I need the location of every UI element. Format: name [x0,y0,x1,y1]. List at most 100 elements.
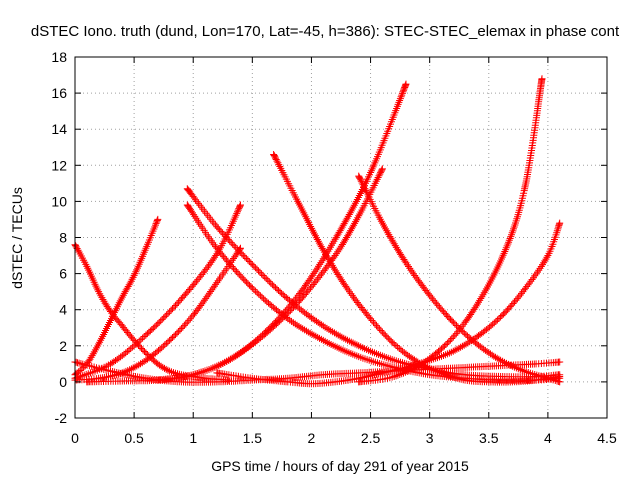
data-point [86,381,88,383]
data-point [310,382,313,385]
data-point [357,175,360,177]
series-12 [355,75,546,386]
x-tick-label: 0 [71,430,79,446]
data-point [499,379,502,381]
data-point [428,357,431,360]
y-tick-label: 18 [51,49,67,65]
data-point [357,215,360,217]
data-point [499,260,502,262]
data-point [272,153,275,156]
data-point [535,379,537,381]
y-tick-label: 16 [51,85,67,101]
series-10 [213,219,564,388]
data-point [547,377,549,380]
series-8 [154,80,410,384]
data-point [133,339,135,342]
data-point [322,373,325,376]
data-point [369,171,372,174]
data-point [381,372,384,374]
y-tick-label: 4 [59,302,67,318]
data-point [251,377,254,380]
data-point [523,370,526,372]
y-tick-label: 6 [59,266,67,282]
y-tick-label: 14 [51,121,67,137]
data-point [145,334,147,336]
data-point [346,287,348,289]
data-point [499,364,502,367]
data-point [322,325,325,327]
data-point [216,247,218,250]
data-point [558,381,561,383]
data-point [97,290,100,293]
data-point [298,299,301,302]
data-point [156,379,159,381]
data-point [357,381,360,383]
data-point [393,343,396,345]
data-point [464,366,466,369]
data-point [558,222,561,224]
y-tick-label: 2 [59,338,67,354]
data-point [186,187,189,190]
data-point [452,321,455,324]
data-point [251,263,254,266]
data-point [499,359,502,362]
data-point [369,317,372,320]
x-tick-label: 1 [189,430,197,446]
data-point [381,222,384,224]
data-point [156,363,159,365]
chart-title: dSTEC Iono. truth (dund, Lon=170, Lat=-4… [31,23,620,40]
data-point [476,335,478,338]
data-point [168,339,171,342]
data-point [487,381,490,383]
data-point [334,381,336,383]
data-point [216,281,218,284]
data-point [156,218,159,221]
data-point [121,380,124,382]
data-point [393,359,396,362]
data-point [180,298,183,300]
y-tick-label: 12 [51,157,67,173]
data-point [541,77,543,80]
data-point [239,204,242,206]
data-point [322,249,325,251]
series-11 [355,172,564,386]
x-tick-label: 1.5 [243,430,263,446]
data-point [393,375,396,378]
data-point [535,363,537,365]
data-point [440,372,443,374]
data-point [405,261,407,264]
data-point [357,372,360,374]
data-point [216,225,218,228]
data-point [192,314,195,316]
data-point [216,252,218,255]
data-point [558,375,561,378]
x-tick-label: 4.5 [597,430,617,446]
data-point [452,350,455,353]
data-point [287,298,289,300]
data-point [121,325,124,327]
data-point [109,310,112,313]
data-point [499,316,502,318]
data-point [298,292,301,295]
data-point [523,289,526,291]
y-tick-label: 10 [51,193,67,209]
data-series [71,75,564,388]
data-point [334,238,336,241]
y-tick-labels: -2 0 2 4 6 8 10 12 14 16 18 [51,49,67,426]
data-point [227,359,230,362]
data-point [357,355,360,358]
axis-ticks [74,56,608,419]
data-point [168,370,171,372]
data-point [186,204,189,206]
data-point [511,381,514,383]
data-point [523,189,526,192]
data-point [204,377,206,380]
data-point [476,343,478,345]
data-point [180,381,183,383]
x-tick-label: 4 [544,430,552,446]
x-tick-label: 0.5 [124,430,144,446]
data-point [133,274,135,277]
data-point [547,254,549,257]
x-tick-label: 3 [426,430,434,446]
